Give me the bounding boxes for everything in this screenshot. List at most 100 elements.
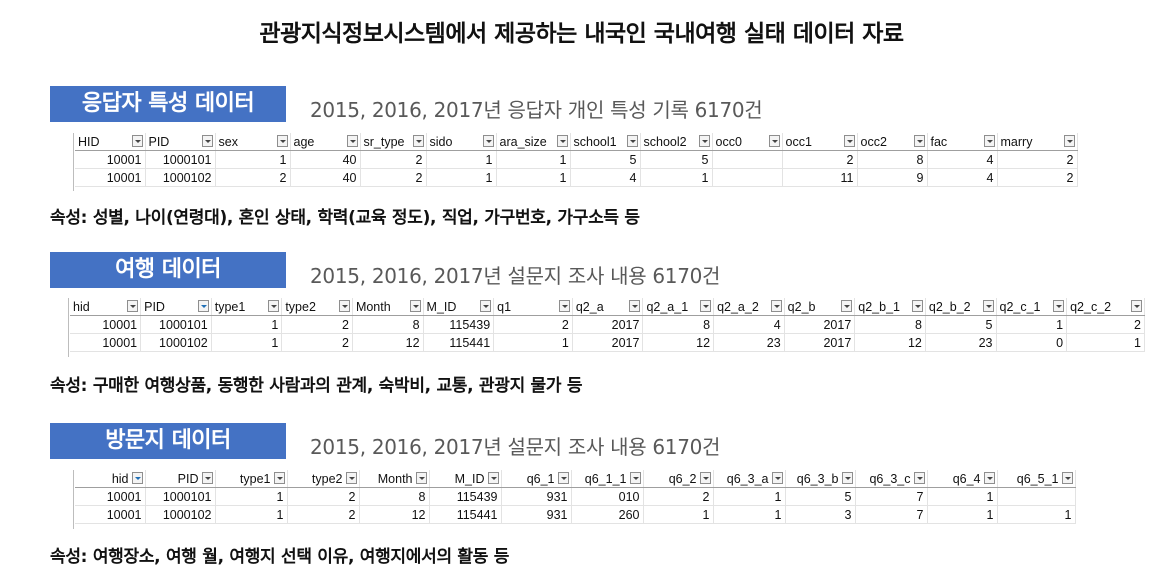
table-cell[interactable]: 1 bbox=[996, 315, 1068, 334]
filter-dropdown-icon[interactable] bbox=[268, 300, 280, 312]
filter-dropdown-icon[interactable] bbox=[768, 135, 780, 147]
table-cell[interactable]: 7 bbox=[855, 487, 928, 506]
table-cell[interactable]: 4 bbox=[927, 150, 998, 169]
table-cell[interactable]: 2017 bbox=[572, 315, 644, 334]
table-cell[interactable]: 1 bbox=[211, 315, 283, 334]
table-cell[interactable]: 1 bbox=[493, 333, 573, 352]
filter-dropdown-icon[interactable] bbox=[913, 135, 925, 147]
filter-dropdown-icon[interactable] bbox=[983, 135, 995, 147]
table-cell[interactable]: 8 bbox=[359, 487, 430, 506]
filter-dropdown-icon[interactable] bbox=[276, 135, 288, 147]
table-cell[interactable]: 12 bbox=[352, 333, 424, 352]
filter-dropdown-icon[interactable] bbox=[487, 472, 499, 484]
table-cell[interactable]: 2 bbox=[1066, 315, 1145, 334]
table-cell[interactable]: 2 bbox=[997, 168, 1078, 187]
table-cell[interactable]: 5 bbox=[925, 315, 997, 334]
filter-dropdown-icon[interactable] bbox=[127, 300, 139, 312]
table-cell[interactable]: 40 bbox=[290, 150, 361, 169]
filter-dropdown-icon[interactable] bbox=[201, 135, 213, 147]
table-cell[interactable]: 3 bbox=[785, 505, 856, 524]
filter-dropdown-icon[interactable] bbox=[346, 135, 358, 147]
table-cell[interactable]: 010 bbox=[571, 487, 644, 506]
filter-dropdown-icon[interactable] bbox=[982, 300, 994, 312]
table-cell[interactable]: 2 bbox=[493, 315, 573, 334]
table-cell[interactable]: 10001 bbox=[75, 168, 146, 187]
table-cell[interactable]: 2017 bbox=[784, 315, 856, 334]
table-cell[interactable]: 1 bbox=[640, 168, 713, 187]
filter-dropdown-icon[interactable] bbox=[911, 300, 923, 312]
filter-dropdown-icon[interactable] bbox=[556, 135, 568, 147]
table-cell[interactable]: 5 bbox=[785, 487, 856, 506]
table-cell[interactable] bbox=[712, 168, 783, 187]
table-cell[interactable]: 931 bbox=[501, 487, 572, 506]
table-cell[interactable]: 1 bbox=[927, 487, 998, 506]
table-cell[interactable]: 40 bbox=[290, 168, 361, 187]
table-cell[interactable]: 23 bbox=[925, 333, 997, 352]
table-cell[interactable]: 931 bbox=[501, 505, 572, 524]
table-cell[interactable]: 2 bbox=[287, 505, 360, 524]
filter-dropdown-icon[interactable] bbox=[412, 135, 424, 147]
filter-dropdown-icon[interactable] bbox=[841, 472, 853, 484]
filter-dropdown-icon[interactable] bbox=[345, 472, 357, 484]
table-cell[interactable]: 1 bbox=[713, 505, 786, 524]
table-cell[interactable]: 2017 bbox=[572, 333, 644, 352]
table-cell[interactable]: 8 bbox=[642, 315, 715, 334]
table-cell[interactable]: 12 bbox=[359, 505, 430, 524]
filter-dropdown-icon[interactable] bbox=[983, 472, 995, 484]
table-cell[interactable]: 115439 bbox=[429, 487, 502, 506]
table-cell[interactable]: 1 bbox=[211, 333, 283, 352]
table-cell[interactable] bbox=[712, 150, 783, 169]
filter-dropdown-icon[interactable] bbox=[201, 472, 213, 484]
filter-dropdown-icon[interactable] bbox=[409, 300, 421, 312]
table-cell[interactable]: 11 bbox=[782, 168, 858, 187]
table-cell[interactable]: 1 bbox=[496, 168, 571, 187]
table-cell[interactable]: 1000102 bbox=[140, 333, 212, 352]
table-cell[interactable]: 4 bbox=[713, 315, 785, 334]
filter-dropdown-icon[interactable] bbox=[1063, 135, 1075, 147]
table-cell[interactable]: 1000102 bbox=[145, 168, 216, 187]
respondent-data-table[interactable]: HID PID sex age sr_type sido ara_size school1 sc… bbox=[75, 133, 1078, 187]
table-cell[interactable]: 10001 bbox=[75, 487, 146, 506]
table-cell[interactable]: 10001 bbox=[75, 150, 146, 169]
filter-dropdown-icon[interactable] bbox=[480, 300, 492, 312]
table-cell[interactable]: 5 bbox=[640, 150, 713, 169]
table-cell[interactable]: 1000101 bbox=[145, 487, 216, 506]
table-cell[interactable]: 1000101 bbox=[140, 315, 212, 334]
filter-dropdown-icon[interactable] bbox=[913, 472, 925, 484]
filter-dropdown-icon[interactable] bbox=[415, 472, 427, 484]
table-cell[interactable]: 1 bbox=[997, 505, 1076, 524]
table-cell[interactable]: 12 bbox=[854, 333, 926, 352]
table-cell[interactable]: 8 bbox=[352, 315, 424, 334]
table-cell[interactable]: 2 bbox=[281, 315, 353, 334]
table-cell[interactable]: 8 bbox=[857, 150, 928, 169]
table-cell[interactable]: 2 bbox=[360, 150, 427, 169]
filter-dropdown-icon[interactable] bbox=[1061, 472, 1073, 484]
table-cell[interactable]: 2 bbox=[782, 150, 858, 169]
table-cell[interactable]: 115441 bbox=[429, 505, 502, 524]
table-cell[interactable]: 1 bbox=[643, 505, 714, 524]
filter-dropdown-icon[interactable] bbox=[770, 300, 782, 312]
table-cell[interactable]: 1000102 bbox=[145, 505, 216, 524]
table-cell[interactable]: 1 bbox=[215, 505, 288, 524]
table-cell[interactable]: 115439 bbox=[423, 315, 495, 334]
table-cell[interactable]: 5 bbox=[570, 150, 641, 169]
table-cell[interactable]: 115441 bbox=[423, 333, 495, 352]
table-cell[interactable]: 1 bbox=[426, 150, 497, 169]
table-cell[interactable]: 1000101 bbox=[145, 150, 216, 169]
table-cell[interactable]: 2 bbox=[643, 487, 714, 506]
filter-dropdown-icon[interactable] bbox=[197, 300, 209, 312]
table-cell[interactable]: 2 bbox=[287, 487, 360, 506]
filter-dropdown-icon[interactable] bbox=[1131, 300, 1142, 312]
filter-dropdown-icon[interactable] bbox=[629, 472, 641, 484]
filter-dropdown-icon[interactable] bbox=[557, 472, 569, 484]
filter-dropdown-icon[interactable] bbox=[131, 472, 143, 484]
table-cell[interactable]: 4 bbox=[570, 168, 641, 187]
table-cell[interactable]: 12 bbox=[642, 333, 715, 352]
table-cell[interactable]: 9 bbox=[857, 168, 928, 187]
filter-dropdown-icon[interactable] bbox=[698, 135, 710, 147]
table-cell[interactable]: 1 bbox=[215, 150, 291, 169]
table-cell[interactable]: 4 bbox=[927, 168, 998, 187]
table-cell[interactable]: 2 bbox=[281, 333, 353, 352]
table-cell[interactable] bbox=[997, 487, 1076, 506]
table-cell[interactable]: 1 bbox=[215, 487, 288, 506]
